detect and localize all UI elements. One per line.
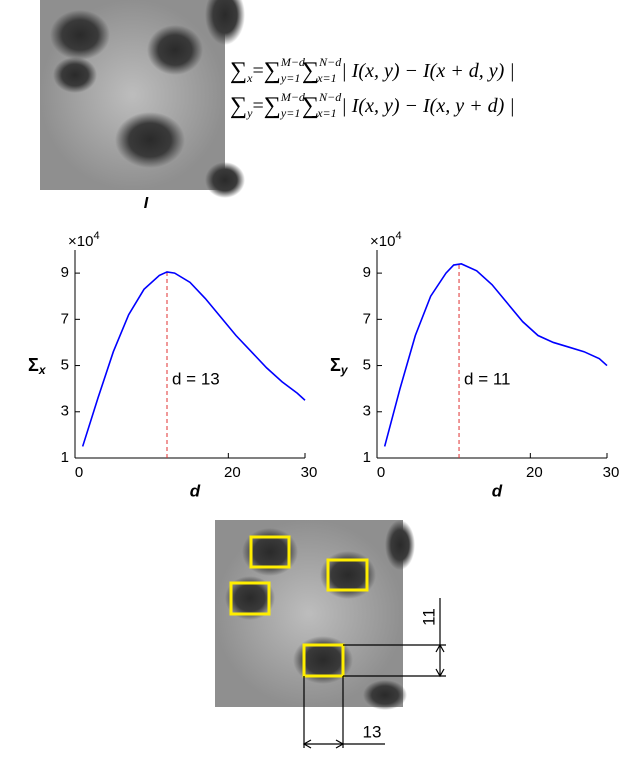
peak-annotation: d = 13 — [172, 369, 220, 388]
sum-symbol: ∑ — [230, 58, 247, 84]
y-tick-label: 9 — [363, 264, 371, 281]
y-label-symbol: Σ — [330, 355, 341, 375]
y-tick-label: 7 — [363, 310, 371, 327]
x-tick-label: 30 — [301, 464, 318, 481]
x-tick-label: 0 — [75, 464, 83, 481]
x-tick-label: 20 — [224, 464, 241, 481]
y-tick-label: 5 — [363, 357, 371, 374]
subscript: y=1 — [280, 71, 300, 85]
y-tick-label: 3 — [363, 403, 371, 420]
y-tick-label: 1 — [61, 449, 69, 466]
sum-symbol: ∑ — [302, 93, 319, 119]
superscript: M−d — [280, 55, 306, 69]
sum-symbol: ∑ — [230, 93, 247, 119]
y-label-subscript: x — [38, 363, 47, 377]
input-image — [40, 0, 245, 198]
x-tick-label: 0 — [377, 464, 385, 481]
data-line — [81, 271, 306, 447]
y-tick-label: 9 — [61, 264, 69, 281]
sum-symbol: ∑ — [264, 93, 281, 119]
data-line — [383, 263, 608, 447]
sum-symbol: ∑ — [264, 58, 281, 84]
equals: = — [252, 95, 263, 117]
peak-annotation: d = 11 — [464, 369, 510, 388]
sum-symbol: ∑ — [302, 58, 319, 84]
y-tick-label: 7 — [61, 310, 69, 327]
height-label: 11 — [419, 608, 438, 626]
x-tick-label: 30 — [603, 464, 620, 481]
formula-body: | I(x, y) − I(x + d, y) | — [341, 60, 514, 82]
superscript: N−d — [318, 55, 342, 69]
subscript: x=1 — [316, 106, 336, 120]
x-tick-label: 20 — [526, 464, 543, 481]
equals: = — [252, 60, 263, 82]
subscript: x=1 — [316, 71, 336, 85]
superscript: N−d — [318, 90, 342, 104]
y-scale-label: ×104 — [68, 230, 100, 250]
formula: ∑y=∑M−d y=1y=1∑N−d x=1x=1 | I(x, y) − I(x, … — [230, 90, 515, 120]
width-label: 13 — [363, 722, 382, 741]
y-axis-label: Σx — [28, 355, 47, 377]
y-scale-exponent: 4 — [93, 230, 99, 242]
line-chart: 1 3 5 7 9 0 20 30 ×104 Σx d d = 13 — [28, 230, 317, 501]
subscript: y — [246, 106, 253, 120]
formula-body: | I(x, y) − I(x, y + d) | — [341, 95, 514, 117]
x-axis-label: d — [492, 481, 503, 500]
y-scale-base: ×10 — [370, 233, 395, 250]
y-tick-label: 1 — [363, 449, 371, 466]
image-label: I — [144, 195, 149, 212]
y-scale-base: ×10 — [68, 233, 93, 250]
y-label-subscript: y — [340, 363, 349, 377]
y-tick-label: 5 — [61, 357, 69, 374]
y-label-symbol: Σ — [28, 355, 39, 375]
y-scale-exponent: 4 — [395, 230, 401, 242]
superscript: M−d — [280, 90, 306, 104]
x-axis-label: d — [190, 481, 201, 500]
y-axis-label: Σy — [330, 355, 349, 377]
y-scale-label: ×104 — [370, 230, 402, 250]
formula: ∑x=∑M−d y=1y=1∑N−d x=1x=1 | I(x, y) − I(x +… — [230, 55, 515, 85]
subscript: y=1 — [280, 106, 300, 120]
line-chart: 1 3 5 7 9 0 20 30 ×104 Σy d d = 11 — [330, 230, 619, 501]
result-image — [215, 520, 415, 710]
subscript: x — [246, 71, 253, 85]
y-tick-label: 3 — [61, 403, 69, 420]
dimension-lines — [302, 598, 446, 749]
